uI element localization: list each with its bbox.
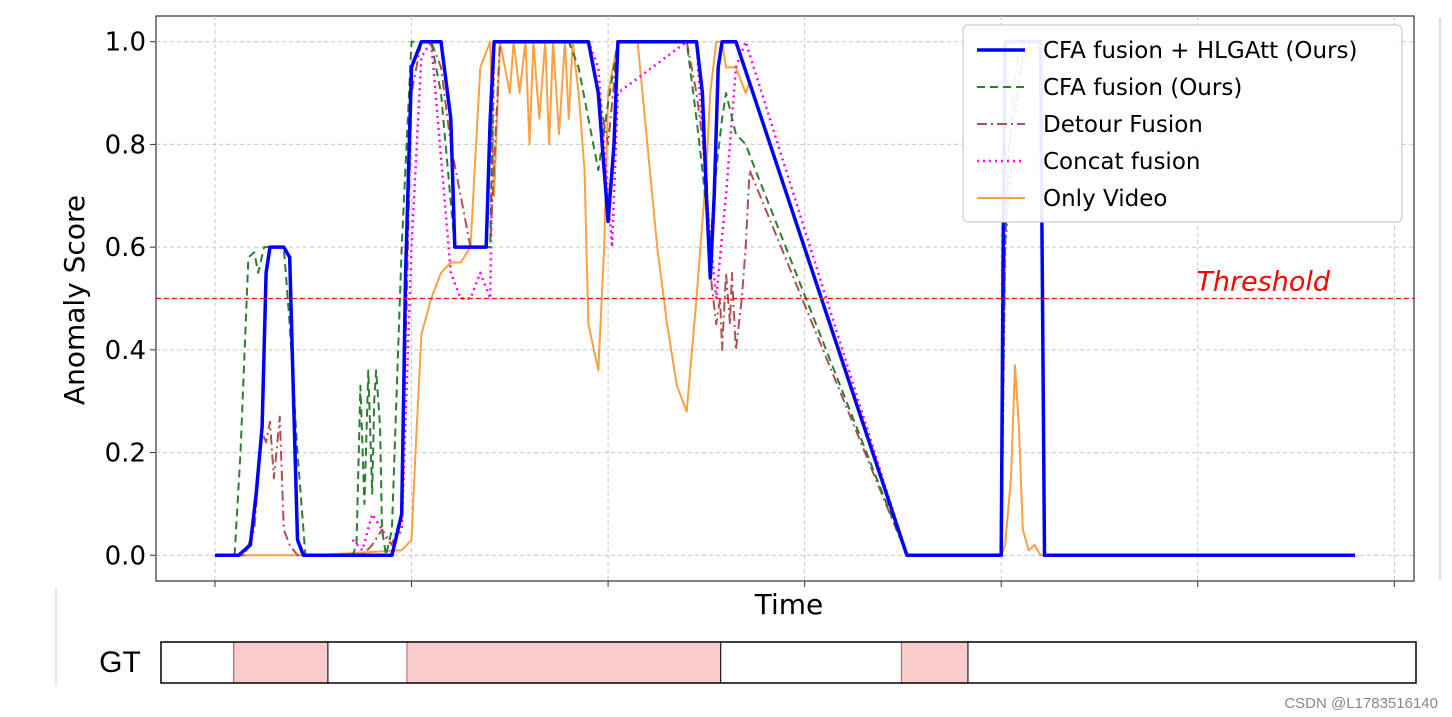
axis-ticks: 0.0 0.2 0.4 0.6 0.8 1.0 (105, 28, 1395, 587)
y-tick-label: 0.0 (105, 541, 146, 571)
series-line-cfa-fusion-ours (233, 40, 1046, 557)
ground-truth-panel: GT (55, 588, 1417, 686)
legend-label: Detour Fusion (1043, 112, 1203, 138)
gt-anomaly-segment (233, 641, 329, 684)
legend-label: Concat fusion (1043, 149, 1200, 175)
y-tick-label: 0.8 (105, 130, 146, 160)
gt-bar-frame (160, 641, 1417, 684)
threshold-label: Threshold (1196, 267, 1331, 298)
gt-normal-segment (160, 641, 235, 684)
gt-anomaly-segment (406, 641, 722, 684)
gt-normal-segment (327, 641, 408, 684)
legend-label: CFA fusion + HLGAtt (Ours) (1043, 38, 1358, 64)
x-axis-label: Time (754, 588, 824, 621)
gt-anomaly-segment (900, 641, 969, 684)
series-lines (215, 39, 1355, 558)
y-axis-label: Anomaly Score (58, 195, 91, 405)
series-line-cfa-fusion-hlgatt-ours (215, 39, 1355, 558)
gt-label: GT (99, 646, 141, 679)
y-tick-label: 0.2 (105, 439, 146, 469)
gt-normal-segment (967, 641, 1417, 684)
threshold-line-group: Threshold (156, 267, 1414, 300)
y-tick-label: 1.0 (105, 28, 146, 58)
y-tick-label: 0.6 (105, 233, 146, 263)
watermark: CSDN @L1783516140 (1284, 695, 1438, 712)
legend-label: Only Video (1043, 186, 1167, 212)
gt-normal-segment (720, 641, 902, 684)
legend: CFA fusion + HLGAtt (Ours) CFA fusion (Ou… (962, 24, 1403, 223)
y-tick-label: 0.4 (105, 336, 146, 366)
legend-label: CFA fusion (Ours) (1043, 75, 1242, 101)
legend-box (962, 24, 1403, 223)
